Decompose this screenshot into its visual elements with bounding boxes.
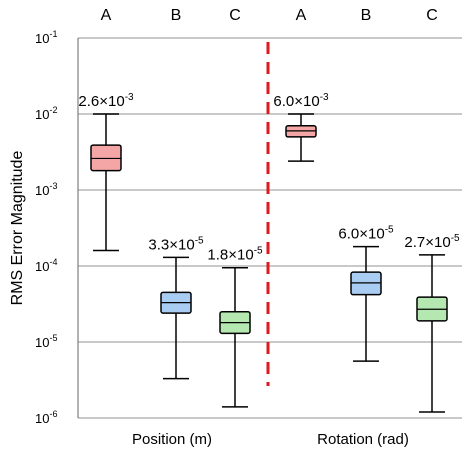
group-label: Position (m) <box>132 431 212 448</box>
median-annotation: 2.7×10-5 <box>404 233 460 251</box>
iqr-box <box>90 144 122 172</box>
category-label: A <box>296 7 307 24</box>
median-annotation: 1.8×10-5 <box>207 246 263 264</box>
group-label: Rotation (rad) <box>317 431 409 448</box>
grid-layer <box>78 37 462 419</box>
box-c-group-0 <box>219 266 251 408</box>
y-tick-label: 10-3 <box>35 181 57 198</box>
box-a-group-0 <box>90 113 122 252</box>
y-tick-label: 10-1 <box>35 29 57 46</box>
y-axis-label: RMS Error Magnitude <box>9 151 26 306</box>
median-annotation: 2.6×10-3 <box>78 92 134 110</box>
category-label: B <box>171 7 182 24</box>
boxes-layer <box>90 113 448 413</box>
category-label: C <box>426 7 438 24</box>
box-b-group-1 <box>350 245 382 362</box>
labels-layer: A 2.6×10-3 B 3.3×10-5 C 1.8×10-5 A 6.0×10-3 B 6.0… <box>78 7 460 448</box>
category-label: C <box>229 7 241 24</box>
median-annotation: 3.3×10-5 <box>148 235 204 253</box>
y-tick-label: 10-6 <box>35 409 57 426</box>
median-annotation: 6.0×10-3 <box>273 92 329 110</box>
category-label: B <box>361 7 372 24</box>
box-c-group-1 <box>416 254 448 413</box>
median-annotation: 6.0×10-5 <box>338 225 394 243</box>
y-tick-label: 10-5 <box>35 333 57 350</box>
y-tick-label: 10-4 <box>35 257 57 274</box>
box-b-group-0 <box>160 256 192 380</box>
y-axis: 10-6 10-5 10-4 10-3 10-2 10-1 <box>35 29 79 426</box>
box-a-group-1 <box>285 113 317 162</box>
category-label: A <box>101 7 112 24</box>
y-tick-label: 10-2 <box>35 105 57 122</box>
